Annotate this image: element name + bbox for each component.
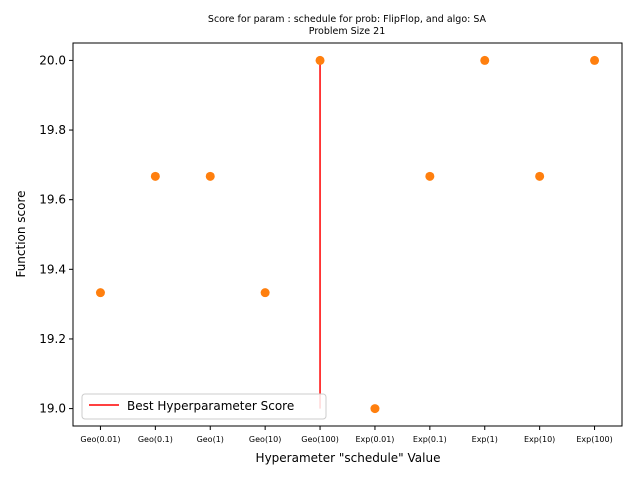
x-tick-label: Exp(1): [472, 435, 498, 444]
data-point: [260, 288, 270, 298]
chart-subtitle: Problem Size 21: [309, 26, 385, 37]
y-tick-label: 20.0: [39, 53, 66, 67]
data-point: [150, 171, 160, 181]
x-tick-label: Exp(10): [524, 435, 555, 444]
data-point: [370, 404, 380, 414]
x-axis: Geo(0.01) Geo(0.1) Geo(1) Geo(10) Geo(100) Ex…: [80, 426, 613, 444]
x-tick-label: Geo(1): [197, 435, 224, 444]
x-tick-label: Exp(100): [576, 435, 612, 444]
data-point: [425, 171, 435, 181]
data-point: [315, 55, 325, 65]
chart-title: Score for param : schedule for prob: Fli…: [208, 14, 487, 25]
x-axis-label: Hyperameter "schedule" Value: [256, 451, 441, 465]
x-tick-label: Exp(0.01): [355, 435, 394, 444]
y-tick-label: 19.2: [39, 332, 66, 346]
data-point: [480, 55, 490, 65]
x-tick-label: Geo(0.01): [80, 435, 120, 444]
y-tick-label: 19.0: [39, 402, 66, 416]
legend-box: [81, 393, 327, 420]
y-tick-label: 19.6: [39, 193, 66, 207]
x-tick-label: Geo(10): [249, 435, 281, 444]
x-tick-label: Geo(100): [301, 435, 339, 444]
legend-label: Best Hyperparameter Score: [127, 399, 294, 413]
legend: Best Hyperparameter Score: [81, 393, 327, 420]
y-axis: 19.0 19.2 19.4 19.6 19.8 20.0: [39, 53, 73, 416]
data-point: [205, 171, 215, 181]
y-tick-label: 19.8: [39, 123, 66, 137]
data-points: [95, 55, 600, 414]
y-axis-label: Function score: [14, 190, 28, 277]
x-tick-label: Geo(0.1): [138, 435, 173, 444]
data-point: [590, 55, 600, 65]
x-tick-label: Exp(0.1): [413, 435, 447, 444]
data-point: [95, 288, 105, 298]
y-tick-label: 19.4: [39, 262, 66, 276]
plot-frame: [72, 42, 623, 427]
data-point: [535, 171, 545, 181]
